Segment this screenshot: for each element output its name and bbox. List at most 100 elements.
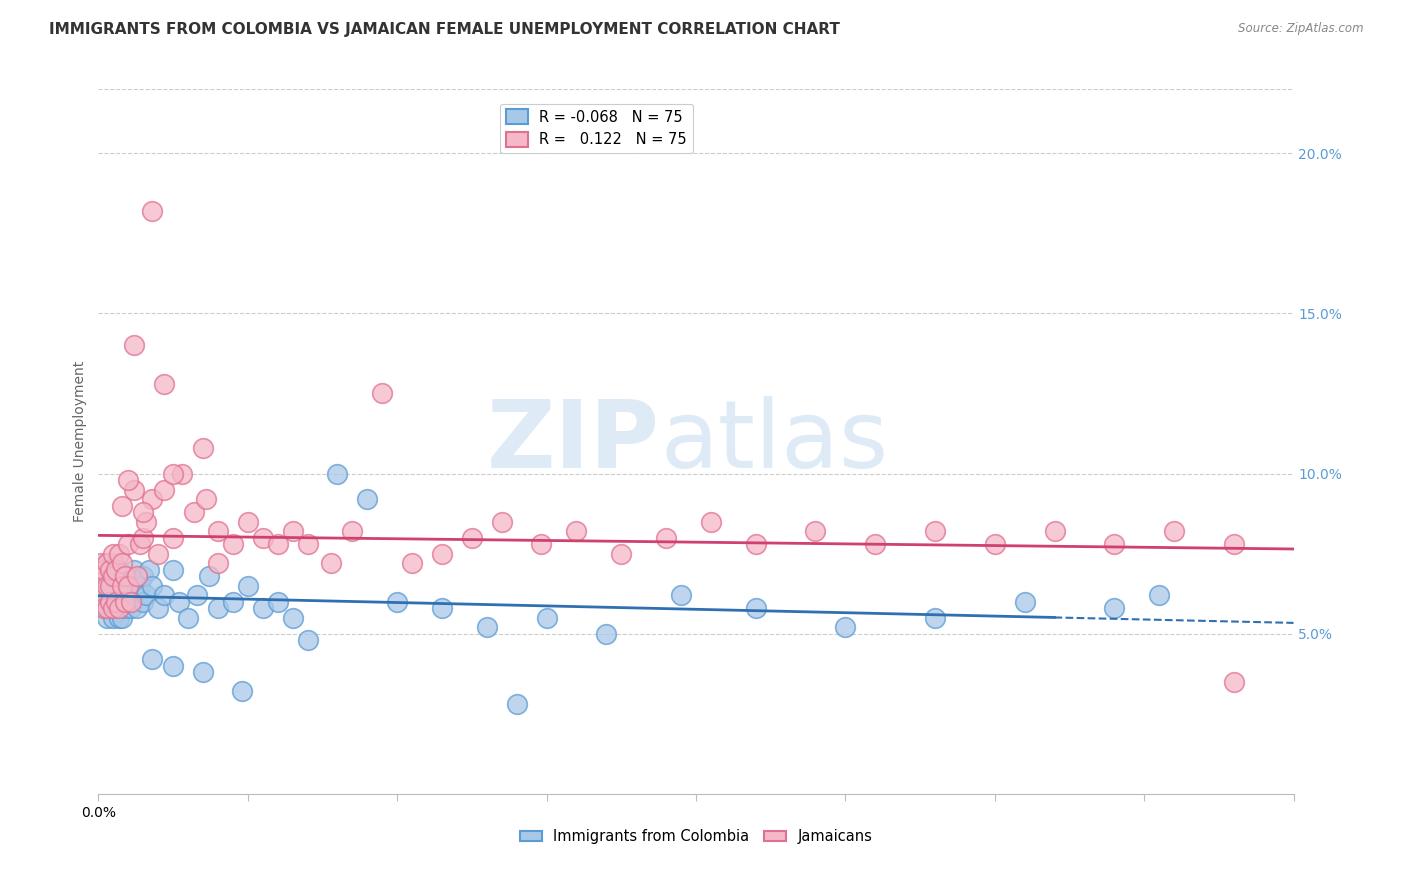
Point [207, 601, 229, 615]
Point [124, 338, 146, 352]
Point [96, 595, 118, 609]
Point [252, 531, 274, 545]
Point [117, 595, 139, 609]
Point [98, 563, 122, 577]
Point [430, 547, 453, 561]
Point [924, 610, 946, 624]
Point [475, 620, 498, 634]
Point [153, 483, 176, 497]
Point [153, 588, 176, 602]
Point [114, 579, 136, 593]
Point [105, 601, 128, 615]
Point [530, 537, 553, 551]
Point [103, 547, 125, 561]
Point [105, 569, 128, 583]
Point [207, 524, 229, 539]
Point [114, 601, 136, 615]
Point [96, 601, 118, 615]
Point [186, 588, 208, 602]
Point [834, 620, 856, 634]
Point [655, 531, 678, 545]
Point [385, 595, 409, 609]
Point [98, 563, 122, 577]
Point [669, 588, 692, 602]
Point [103, 601, 125, 615]
Point [108, 563, 131, 577]
Point [105, 595, 128, 609]
Point [103, 610, 125, 624]
Point [141, 203, 163, 218]
Point [111, 610, 134, 624]
Point [129, 579, 152, 593]
Point [117, 579, 139, 593]
Point [124, 588, 146, 602]
Point [1223, 537, 1246, 551]
Point [222, 595, 245, 609]
Point [111, 499, 134, 513]
Point [141, 492, 163, 507]
Point [98, 595, 122, 609]
Point [297, 633, 319, 648]
Point [222, 537, 245, 551]
Point [93, 588, 115, 602]
Point [461, 531, 484, 545]
Point [1104, 601, 1126, 615]
Y-axis label: Female Unemployment: Female Unemployment [73, 361, 87, 522]
Point [162, 563, 184, 577]
Point [127, 601, 149, 615]
Point [401, 556, 423, 570]
Point [103, 601, 125, 615]
Point [105, 563, 128, 577]
Point [96, 556, 118, 570]
Point [114, 569, 136, 583]
Point [610, 547, 633, 561]
Point [132, 595, 155, 609]
Point [191, 665, 214, 680]
Point [90, 556, 112, 570]
Point [1147, 588, 1170, 602]
Point [342, 524, 364, 539]
Point [195, 492, 218, 507]
Point [98, 579, 122, 593]
Point [267, 595, 290, 609]
Point [804, 524, 827, 539]
Point [108, 610, 131, 624]
Point [96, 579, 118, 593]
Point [90, 579, 112, 593]
Point [745, 601, 768, 615]
Point [167, 595, 190, 609]
Point [297, 537, 319, 551]
Point [90, 569, 112, 583]
Point [356, 492, 378, 507]
Point [865, 537, 887, 551]
Point [183, 505, 205, 519]
Point [103, 588, 125, 602]
Point [506, 697, 529, 711]
Point [1043, 524, 1066, 539]
Point [124, 563, 146, 577]
Point [132, 531, 155, 545]
Point [207, 556, 229, 570]
Point [98, 585, 122, 599]
Point [141, 579, 163, 593]
Point [135, 588, 157, 602]
Point [117, 473, 139, 487]
Point [231, 684, 253, 698]
Text: Source: ZipAtlas.com: Source: ZipAtlas.com [1239, 22, 1364, 36]
Point [111, 556, 134, 570]
Point [96, 556, 118, 570]
Point [124, 483, 146, 497]
Point [252, 601, 274, 615]
Legend: Immigrants from Colombia, Jamaicans: Immigrants from Colombia, Jamaicans [513, 823, 879, 850]
Point [117, 569, 139, 583]
Point [162, 658, 184, 673]
Point [536, 610, 558, 624]
Point [595, 626, 617, 640]
Point [1104, 537, 1126, 551]
Point [267, 537, 290, 551]
Point [127, 569, 149, 583]
Point [1223, 674, 1246, 689]
Point [326, 467, 349, 481]
Text: atlas: atlas [661, 395, 889, 488]
Point [111, 588, 134, 602]
